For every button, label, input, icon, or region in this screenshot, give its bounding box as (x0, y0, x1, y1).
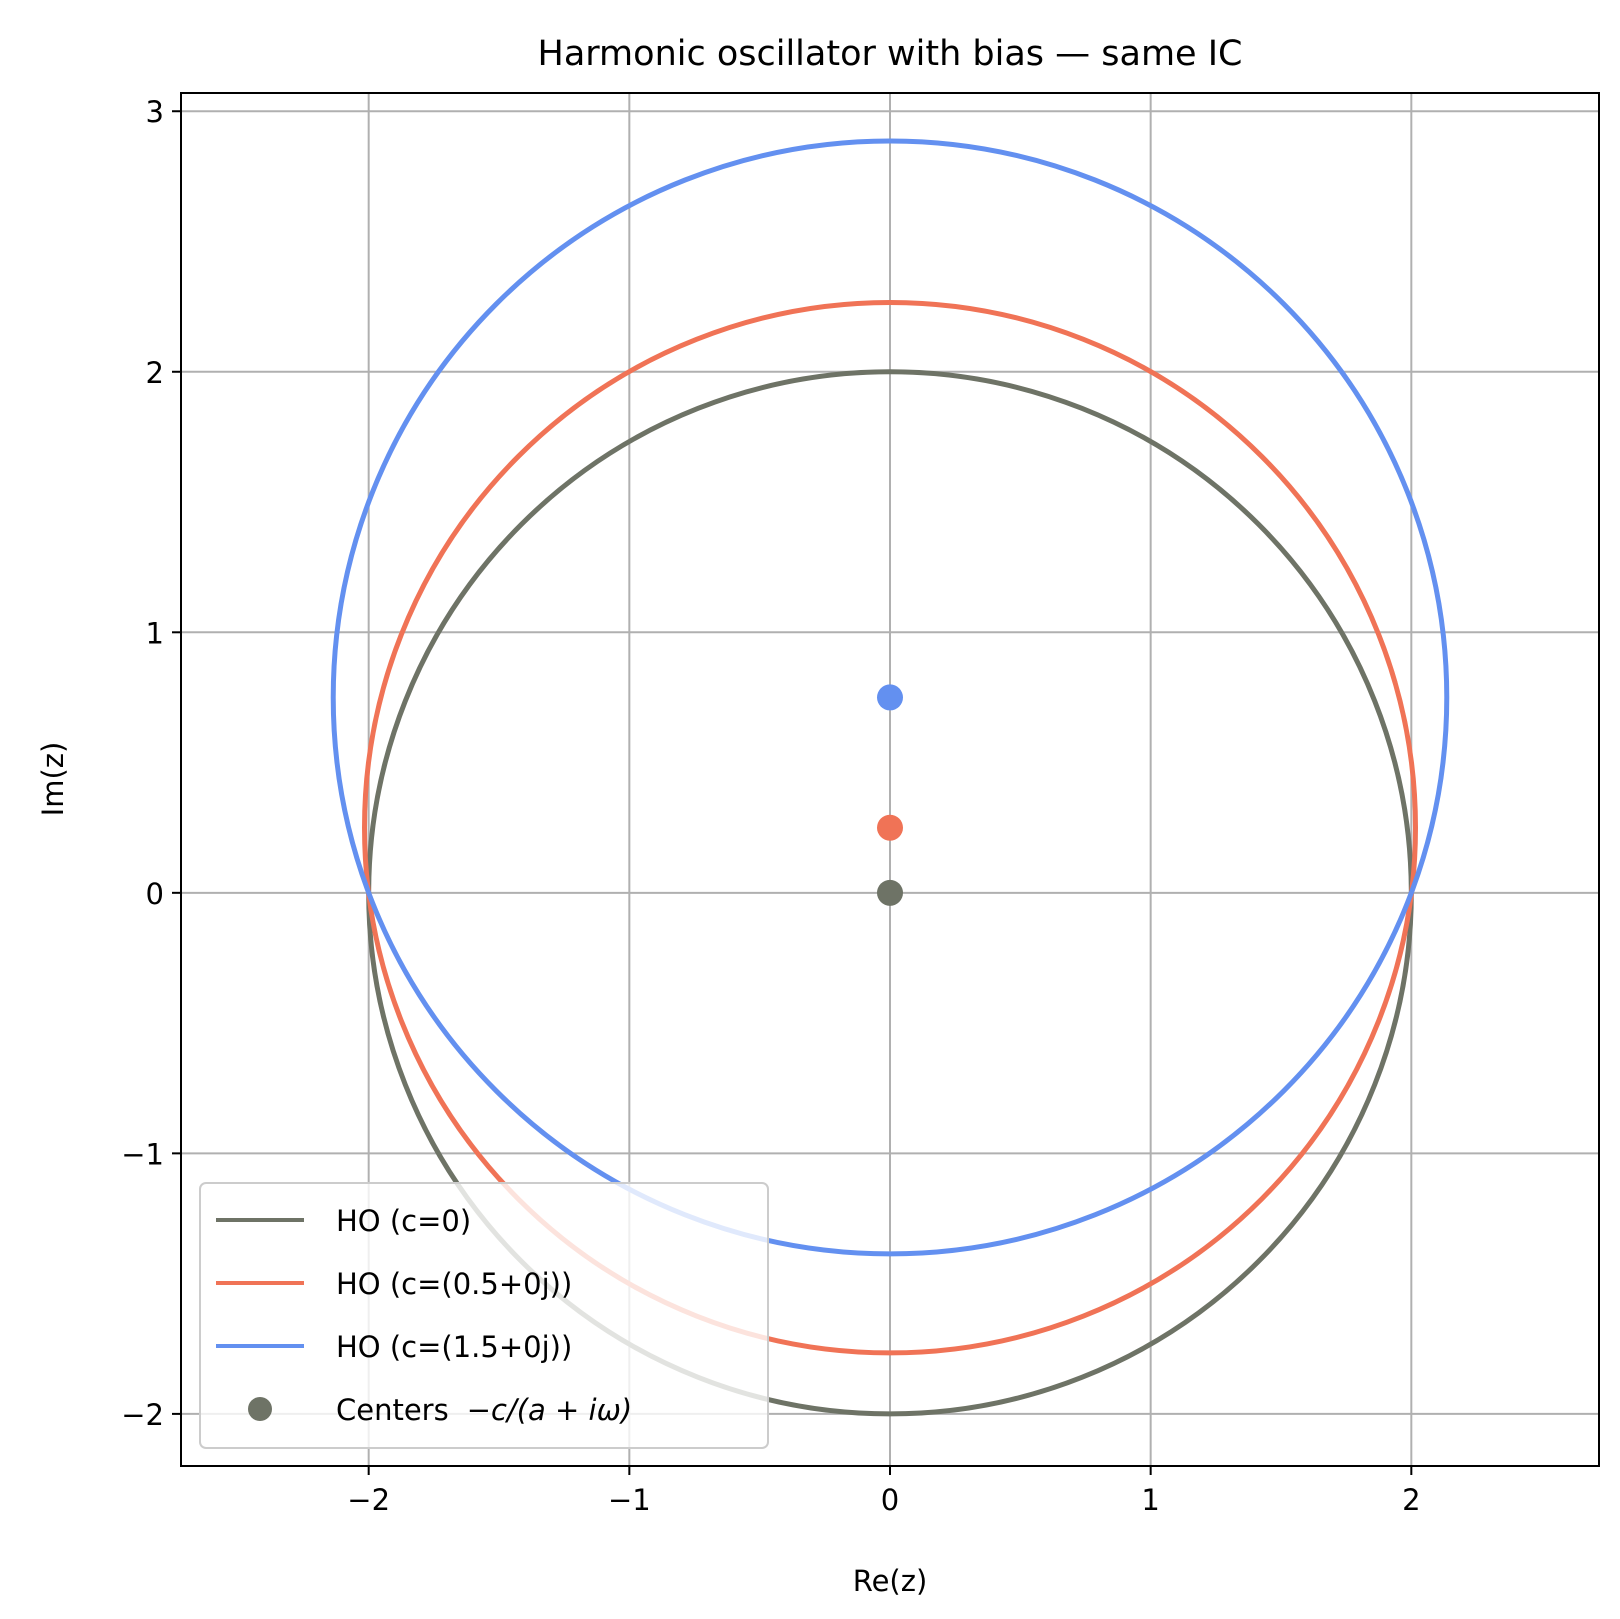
x-tick-label: 0 (881, 1483, 899, 1517)
y-tick-label: 3 (146, 95, 164, 129)
y-tick-label: 1 (146, 616, 164, 650)
center-point (877, 684, 903, 711)
x-tick-label: −1 (608, 1483, 651, 1517)
legend-label-centers-name: Centers (336, 1393, 449, 1427)
x-axis-label: Re(z) (853, 1564, 928, 1598)
center-point (877, 879, 903, 906)
plot-area (330, 138, 1450, 1417)
axes-frame (180, 92, 1600, 1467)
axis-ticks: −2 −1 0 1 2 −2 −1 0 1 2 3 (121, 95, 1420, 1517)
legend-box (199, 1182, 769, 1449)
y-tick-label: −1 (121, 1137, 164, 1171)
x-tick-label: −2 (347, 1483, 390, 1517)
x-tick-label: 2 (1402, 1483, 1420, 1517)
series-line-ho-c05 (362, 299, 1418, 1356)
chart-title: Harmonic oscillator with bias — same IC (538, 34, 1243, 74)
y-tick-label: 0 (146, 877, 164, 911)
legend-label-ho-c15: HO (c=(1.5+0j)) (336, 1330, 572, 1364)
legend-label-ho-c0: HO (c=0) (336, 1204, 471, 1238)
x-tick-label: 1 (1141, 1483, 1159, 1517)
y-tick-label: −2 (121, 1398, 164, 1432)
legend-label-ho-c05: HO (c=(0.5+0j)) (336, 1267, 572, 1301)
legend-label-centers: Centers −c/(a + iω) (336, 1393, 632, 1427)
series-line-ho-c15 (330, 138, 1450, 1257)
legend-marker-centers (248, 1397, 272, 1421)
y-axis-label: Im(z) (36, 742, 70, 817)
center-point (877, 814, 903, 841)
legend-label-centers-math: −c/(a + iω) (467, 1393, 633, 1427)
y-tick-label: 2 (146, 356, 164, 390)
legend: HO (c=0) HO (c=(0.5+0j)) HO (c=(1.5+0j))… (199, 1182, 769, 1449)
